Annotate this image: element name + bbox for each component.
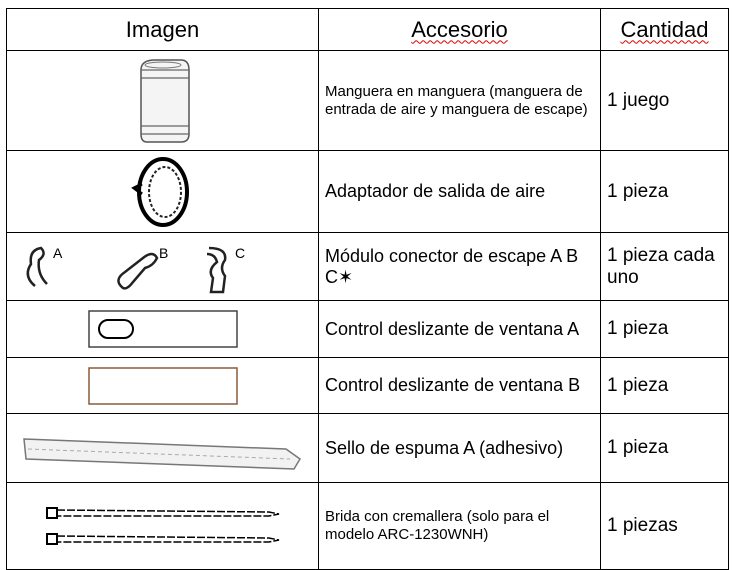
quantity-cell: 1 pieza xyxy=(600,413,729,483)
quantity-cell: 1 juego xyxy=(600,50,729,151)
row: Brida con cremallera (solo para el model… xyxy=(6,482,729,570)
header-row: Imagen Accesorio Cantidad xyxy=(6,8,729,51)
quantity-cell: 1 pieza cada uno xyxy=(600,232,729,301)
image-cell xyxy=(6,50,319,151)
table-wrap: Imagen Accesorio Cantidad Manguera en ma… xyxy=(6,8,729,570)
accessory-table: Imagen Accesorio Cantidad Manguera en ma… xyxy=(6,8,729,570)
quantity-cell: 1 pieza xyxy=(600,150,729,233)
image-label: B xyxy=(159,245,168,261)
header-cell: Imagen xyxy=(6,8,319,51)
quantity-cell: 1 pieza xyxy=(600,300,729,358)
cable-tie-icon xyxy=(45,507,279,545)
header-cell: Cantidad xyxy=(600,8,729,51)
row: Control deslizante de ventana A 1 pieza xyxy=(6,300,729,358)
accessory-cell: Brida con cremallera (solo para el model… xyxy=(318,482,601,570)
row: Sello de espuma A (adhesivo) 1 pieza xyxy=(6,413,729,483)
image-cell xyxy=(6,357,319,414)
image-label: A xyxy=(53,245,63,261)
quantity-cell: 1 piezas xyxy=(600,482,729,570)
slider-a-icon xyxy=(87,310,238,348)
image-cell xyxy=(6,482,319,570)
image-cell xyxy=(6,150,319,233)
connector-icons: A B C xyxy=(26,245,245,293)
row: Manguera en manguera (manguera de entrad… xyxy=(6,50,729,151)
foam-seal-icon xyxy=(22,438,301,470)
hose-icon xyxy=(139,58,190,143)
accessory-cell: Módulo conector de escape A B C✶ xyxy=(318,232,601,301)
accessory-cell: Manguera en manguera (manguera de entrad… xyxy=(318,50,601,151)
accessory-cell: Sello de espuma A (adhesivo) xyxy=(318,413,601,483)
header-cell: Accesorio xyxy=(318,8,601,51)
slider-b-icon xyxy=(87,366,238,405)
image-cell xyxy=(6,300,319,358)
row: Adaptador de salida de aire 1 pieza xyxy=(6,150,729,233)
adapter-icon xyxy=(130,156,189,227)
accessory-cell: Adaptador de salida de aire xyxy=(318,150,601,233)
quantity-cell: 1 pieza xyxy=(600,357,729,414)
image-cell xyxy=(6,413,319,483)
accessory-cell: Control deslizante de ventana A xyxy=(318,300,601,358)
accessory-cell: Control deslizante de ventana B xyxy=(318,357,601,414)
image-cell: A B C xyxy=(6,232,319,301)
row: A B C Módulo conector de escape A B C✶ 1… xyxy=(6,232,729,301)
image-label: C xyxy=(235,245,245,261)
row: Control deslizante de ventana B 1 pieza xyxy=(6,357,729,414)
